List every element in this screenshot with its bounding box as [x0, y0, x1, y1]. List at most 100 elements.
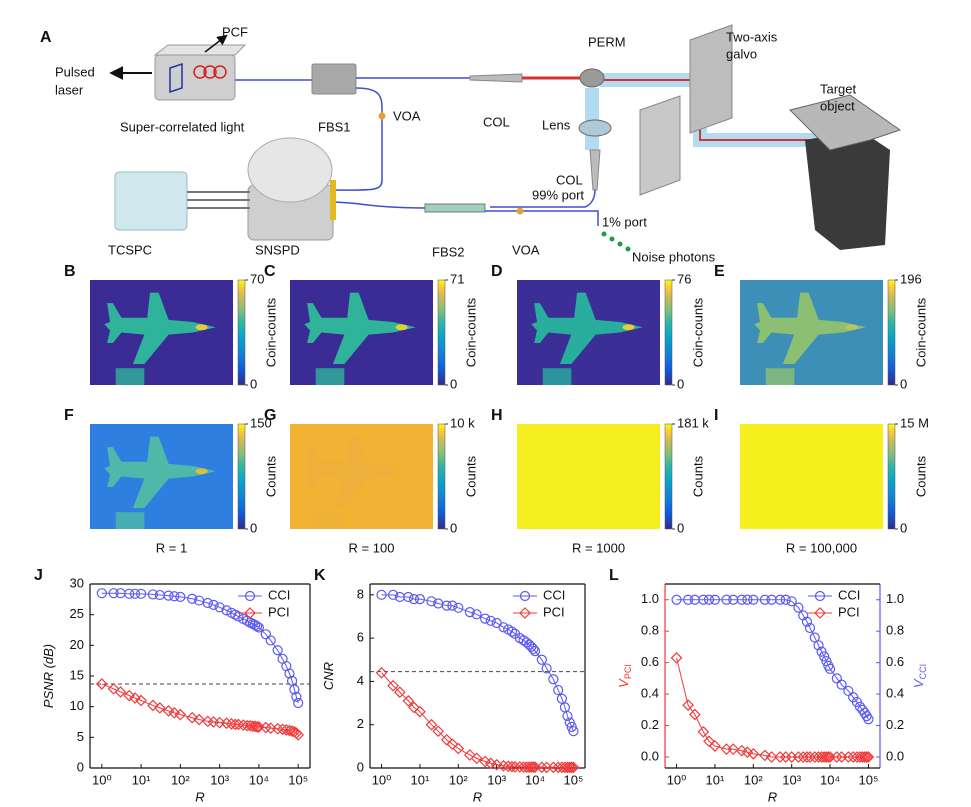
colorbar-tick-label: 15 M [900, 415, 929, 430]
diagram-label: VOA [393, 108, 421, 123]
data-point [786, 596, 797, 607]
y2-tick-label: 0.4 [886, 686, 904, 701]
data-point [202, 597, 213, 609]
target-plane [789, 94, 902, 151]
image-highlight [845, 468, 858, 475]
pcf-coil [203, 65, 217, 79]
colorbar [437, 423, 446, 530]
series-line [381, 672, 574, 768]
y-tick-label: 30 [70, 575, 84, 590]
data-point [168, 706, 181, 719]
data-point [703, 594, 715, 605]
data-point [225, 717, 238, 730]
data-point [230, 609, 241, 620]
data-point [801, 751, 813, 763]
diagram-label: COL [483, 114, 510, 129]
data-point [759, 749, 771, 762]
diagram-label: Pulsed [55, 64, 95, 79]
image-highlight [195, 468, 208, 475]
y-tick-label: 25 [70, 606, 84, 621]
y-axis-label: VPCI [616, 664, 633, 688]
voa [378, 112, 386, 120]
data-point [376, 589, 387, 600]
data-point [541, 663, 552, 674]
data-point [291, 691, 302, 702]
colorbar-tick-label: 10 k [450, 415, 475, 430]
data-point [220, 717, 233, 730]
data-point [464, 749, 476, 761]
data-point [208, 599, 219, 610]
collimator [589, 149, 601, 191]
data-point [414, 594, 426, 605]
diagram-label: Two-axis [726, 29, 778, 44]
noise-photon [617, 241, 623, 247]
diagram-label: TCSPC [108, 242, 152, 257]
colorbar-tick-label: 0 [450, 376, 457, 391]
data-point [289, 684, 300, 695]
data-point [163, 590, 174, 601]
x-tick-label: 10³ [782, 772, 801, 787]
data-point [854, 701, 866, 712]
legend-label: CCI [268, 587, 290, 602]
x-tick-label: 10⁰ [372, 772, 392, 787]
data-point [567, 761, 580, 774]
data-point [709, 594, 721, 605]
data-point [527, 761, 540, 773]
data-point [129, 588, 141, 599]
image-object [104, 436, 216, 508]
diagram-label: 99% port [532, 187, 584, 202]
data-point [187, 593, 198, 604]
image-object [531, 436, 643, 508]
colorbar-tick-label: 0 [900, 376, 907, 391]
fiber [490, 189, 596, 208]
data-point [568, 726, 579, 737]
data-point [498, 622, 509, 633]
legend-label: PCI [268, 604, 290, 619]
r-label: R = 100 [349, 540, 395, 555]
data-point [683, 594, 694, 605]
data-point [747, 747, 760, 760]
x-tick-label: 10² [744, 772, 763, 787]
legend-marker [519, 607, 531, 619]
pcf-coil [213, 65, 227, 79]
diagram-label: A [40, 29, 52, 46]
data-point [689, 708, 701, 721]
panel-letter: E [714, 263, 725, 280]
diagram-label: PCF [222, 24, 248, 39]
colorbar-label: Counts [690, 455, 705, 497]
data-point [831, 673, 842, 684]
legend-marker [519, 590, 531, 602]
legend-marker [814, 590, 826, 602]
y-tick-label: 0.6 [641, 654, 659, 669]
data-point [804, 622, 816, 634]
x-tick-label: 10¹ [132, 772, 151, 787]
x-tick-label: 10⁰ [667, 772, 687, 787]
diagram-label: FBS2 [432, 244, 465, 259]
diagram-label: Lens [542, 117, 571, 132]
diagram-label: Noise photons [632, 249, 716, 264]
data-point [843, 685, 854, 697]
data-point [174, 708, 187, 721]
y-axis-label-main: V [616, 678, 631, 688]
data-point [426, 596, 437, 607]
colorbar-label: Coin-counts [463, 297, 478, 367]
data-point [394, 686, 406, 699]
x-tick-label: 10² [449, 772, 468, 787]
data-point [535, 761, 548, 774]
x-tick-label: 10² [171, 772, 190, 787]
data-point [162, 705, 175, 717]
y-tick-label: 0.0 [641, 748, 659, 763]
diagram-label: VOA [512, 242, 540, 257]
y-tick-label: 0.4 [641, 686, 659, 701]
data-point [506, 626, 518, 637]
x-tick-label: 10⁰ [92, 772, 112, 787]
data-point [703, 735, 715, 748]
image-pedestal [115, 512, 145, 529]
colorbar-tick-label: 0 [450, 520, 457, 535]
data-point [497, 759, 510, 772]
y-tick-label: 2 [357, 716, 364, 731]
data-point [229, 718, 242, 731]
image-pedestal [542, 512, 572, 529]
colorbar-label: Coin-counts [263, 297, 278, 367]
data-point [241, 615, 253, 626]
